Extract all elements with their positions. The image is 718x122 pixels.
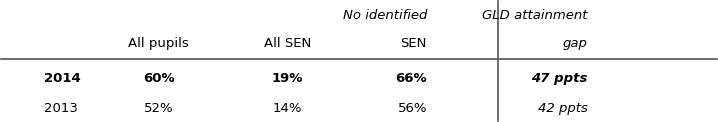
Text: All SEN: All SEN	[264, 37, 311, 50]
Text: No identified: No identified	[342, 9, 427, 22]
Text: 52%: 52%	[144, 102, 174, 115]
Text: 14%: 14%	[273, 102, 302, 115]
Text: 56%: 56%	[398, 102, 427, 115]
Text: GLD attainment: GLD attainment	[482, 9, 588, 22]
Text: 19%: 19%	[272, 72, 303, 85]
Text: SEN: SEN	[401, 37, 427, 50]
Text: 66%: 66%	[396, 72, 427, 85]
Text: gap: gap	[563, 37, 588, 50]
Text: 47 ppts: 47 ppts	[531, 72, 588, 85]
Text: 42 ppts: 42 ppts	[538, 102, 588, 115]
Text: All pupils: All pupils	[129, 37, 189, 50]
Text: 60%: 60%	[143, 72, 174, 85]
Text: 2013: 2013	[45, 102, 78, 115]
Text: 2014: 2014	[45, 72, 81, 85]
